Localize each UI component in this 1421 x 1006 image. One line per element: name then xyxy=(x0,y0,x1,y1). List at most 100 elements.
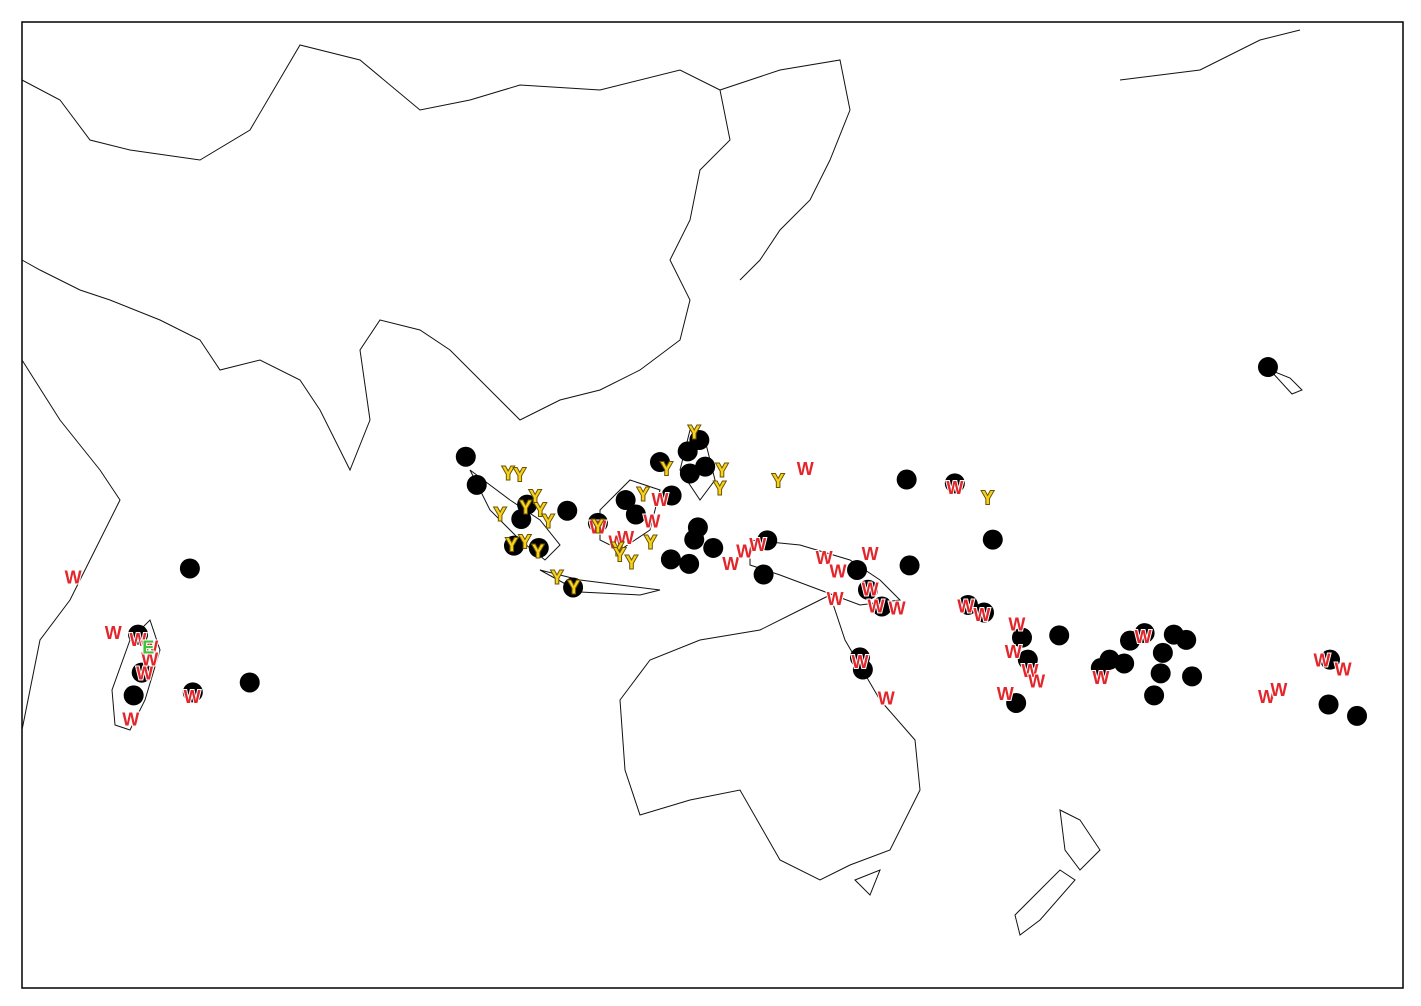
site-dot xyxy=(847,559,868,580)
site-dot xyxy=(982,529,1003,550)
site-dot xyxy=(1182,666,1203,687)
site-label: Y xyxy=(502,463,514,483)
site-label: W xyxy=(65,568,82,588)
site-label: Y xyxy=(982,488,994,508)
site-label: W xyxy=(816,548,833,568)
site-dot xyxy=(528,537,549,558)
site-dot xyxy=(1011,627,1032,648)
site-label: W xyxy=(136,663,153,683)
site-dot xyxy=(587,512,608,533)
site-label: W xyxy=(1135,627,1152,647)
site-label: W xyxy=(973,605,990,625)
site-dot xyxy=(466,474,487,495)
site-dot xyxy=(753,564,774,585)
site-dot xyxy=(1176,629,1197,650)
site-label: Y xyxy=(532,542,544,562)
site-label: Y xyxy=(542,511,554,531)
site-label: Y xyxy=(514,465,526,485)
coastlines xyxy=(21,29,1303,936)
site-dot xyxy=(703,537,724,558)
site-label: W xyxy=(1005,642,1022,662)
site-label: W xyxy=(878,688,895,708)
site-label: W xyxy=(608,533,625,553)
site-dot xyxy=(1150,663,1171,684)
site-dot xyxy=(957,594,978,615)
site-label: W xyxy=(589,517,606,537)
site-label: Y xyxy=(592,517,604,537)
site-label: W xyxy=(617,528,634,548)
site-dot xyxy=(871,596,892,617)
site-label: Y xyxy=(568,577,580,597)
site-label: Y xyxy=(661,459,673,479)
site-label: W xyxy=(862,544,879,564)
site-dot xyxy=(1049,625,1070,646)
site-label: W xyxy=(830,562,847,582)
site-label: W xyxy=(868,596,885,616)
site-dot xyxy=(661,485,682,506)
site-dot xyxy=(503,535,524,556)
site-label: Y xyxy=(529,487,541,507)
site-label: W xyxy=(997,684,1014,704)
site-label: W xyxy=(184,687,201,707)
site-dot xyxy=(689,430,710,451)
site-label: W xyxy=(851,652,868,672)
site-dot xyxy=(1257,357,1278,378)
site-label: W xyxy=(736,542,753,562)
site-label: Y xyxy=(551,568,563,588)
site-label: E xyxy=(142,638,154,658)
site-dot xyxy=(757,530,778,551)
site-dot xyxy=(1134,623,1155,644)
site-dot xyxy=(1090,658,1111,679)
site-dot xyxy=(625,504,646,525)
site-label: W xyxy=(1313,650,1330,670)
map-frame xyxy=(21,21,1404,989)
site-label: Y xyxy=(494,505,506,525)
site-label: W xyxy=(889,599,906,619)
site-dot xyxy=(1006,692,1027,713)
site-dot xyxy=(1114,653,1135,674)
site-dot xyxy=(1017,649,1038,670)
site-dot xyxy=(563,577,584,598)
site-dot xyxy=(944,473,965,494)
site-label: W xyxy=(1092,668,1109,688)
site-label: W xyxy=(862,580,879,600)
site-dot xyxy=(179,558,200,579)
site-dot xyxy=(1318,694,1339,715)
site-dot xyxy=(615,490,636,511)
site-dot xyxy=(896,469,917,490)
site-label: W xyxy=(141,638,158,658)
site-dot xyxy=(1320,649,1341,670)
site-dot xyxy=(557,500,578,521)
site-label: W xyxy=(749,535,766,555)
site-dot xyxy=(857,579,878,600)
site-label: Y xyxy=(716,460,728,480)
site-dot xyxy=(131,662,152,683)
site-label: Y xyxy=(625,552,637,572)
site-label: W xyxy=(1258,687,1275,707)
site-label: W xyxy=(1028,672,1045,692)
site-dot xyxy=(1144,685,1165,706)
site-label: W xyxy=(827,589,844,609)
site-dot xyxy=(679,553,700,574)
site-dot xyxy=(899,555,920,576)
site-dot xyxy=(649,452,670,473)
site-dot xyxy=(679,463,700,484)
site-label: Y xyxy=(714,479,726,499)
site-label: W xyxy=(957,596,974,616)
site-dot xyxy=(455,446,476,467)
site-label: Y xyxy=(614,545,626,565)
site-label: W xyxy=(651,490,668,510)
site-label: Y xyxy=(772,471,784,491)
site-dot xyxy=(182,682,203,703)
site-dot xyxy=(684,529,705,550)
site-label: Y xyxy=(644,533,656,553)
site-label: W xyxy=(1022,661,1039,681)
site-dot xyxy=(660,549,681,570)
site-label: W xyxy=(946,478,963,498)
site-label: W xyxy=(122,710,139,730)
site-label: W xyxy=(1008,615,1025,635)
site-label: W xyxy=(105,623,122,643)
site-dot xyxy=(1347,705,1368,726)
site-dot xyxy=(695,456,716,477)
